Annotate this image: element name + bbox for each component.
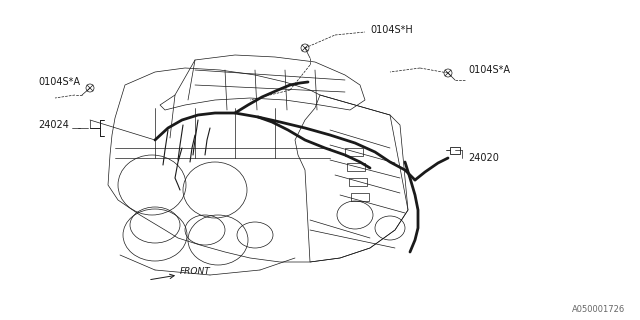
Text: 24020: 24020 xyxy=(468,153,499,163)
Text: 0104S*A: 0104S*A xyxy=(468,65,510,75)
Text: FRONT: FRONT xyxy=(180,268,211,276)
Bar xyxy=(345,148,363,156)
Text: 0104S*A: 0104S*A xyxy=(38,77,80,87)
Bar xyxy=(450,147,460,154)
Text: 24024: 24024 xyxy=(38,120,69,130)
Text: 0104S*H: 0104S*H xyxy=(370,25,413,35)
Bar xyxy=(349,178,367,186)
Bar xyxy=(351,193,369,201)
Bar xyxy=(347,163,365,171)
Text: A050001726: A050001726 xyxy=(572,305,625,314)
